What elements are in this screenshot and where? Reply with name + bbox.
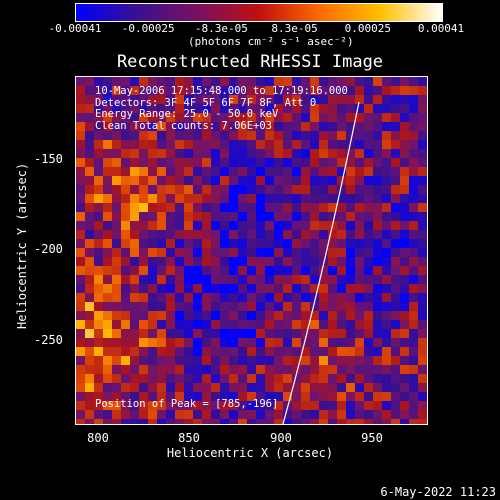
observation-info: 10-May-2006 17:15:48.000 to 17:19:16.000… (95, 85, 348, 132)
y-tick-label: -200 (34, 242, 63, 256)
x-tick-label: 950 (361, 431, 383, 445)
clean-counts-text: Clean Total counts: 7.06E+03 (95, 119, 273, 132)
energy-range-text: Energy Range: 25.0 - 50.0 keV (95, 108, 279, 120)
colorbar-tick-labels: -0.00041 -0.00025 -8.3e-05 8.3e-05 0.00025 0.… (0, 0, 500, 60)
colorbar-units: (photons cm⁻² s⁻¹ asec⁻²) (188, 35, 354, 48)
x-tick-label: 850 (178, 431, 200, 445)
colorbar-tick-label: 8.3e-05 (271, 22, 318, 35)
colorbar-tick-label: -8.3e-05 (194, 22, 248, 35)
detectors-text: Detectors: 3F 4F 5F 6F 7F 8F, Att 0 (95, 96, 317, 109)
time-range-text: 10-May-2006 17:15:48.000 to 17:19:16.000 (95, 85, 348, 97)
colorbar-tick-label: -0.00041 (48, 22, 102, 35)
y-tick-label: -250 (34, 333, 63, 347)
rhessi-image-plot[interactable] (75, 76, 428, 425)
timestamp: 6-May-2022 11:23 (380, 485, 496, 499)
y-axis-label: Heliocentric Y (arcsec) (15, 162, 29, 329)
x-tick-label: 800 (87, 431, 109, 445)
x-axis-label: Heliocentric X (arcsec) (166, 446, 334, 460)
colorbar-tick-label: 0.00041 (417, 22, 465, 35)
heatmap-canvas (76, 77, 427, 424)
solar-limb-line (282, 101, 360, 424)
colorbar-tick-label: 0.00025 (344, 22, 391, 35)
colorbar-tick-label: -0.00025 (121, 22, 175, 35)
y-tick-label: -150 (34, 152, 63, 166)
image-title: Reconstructed RHESSI Image (116, 52, 384, 72)
x-tick-label: 900 (270, 431, 292, 445)
peak-position-text: Position of Peak = [785,-196] (95, 398, 279, 410)
colorbar (75, 3, 443, 22)
